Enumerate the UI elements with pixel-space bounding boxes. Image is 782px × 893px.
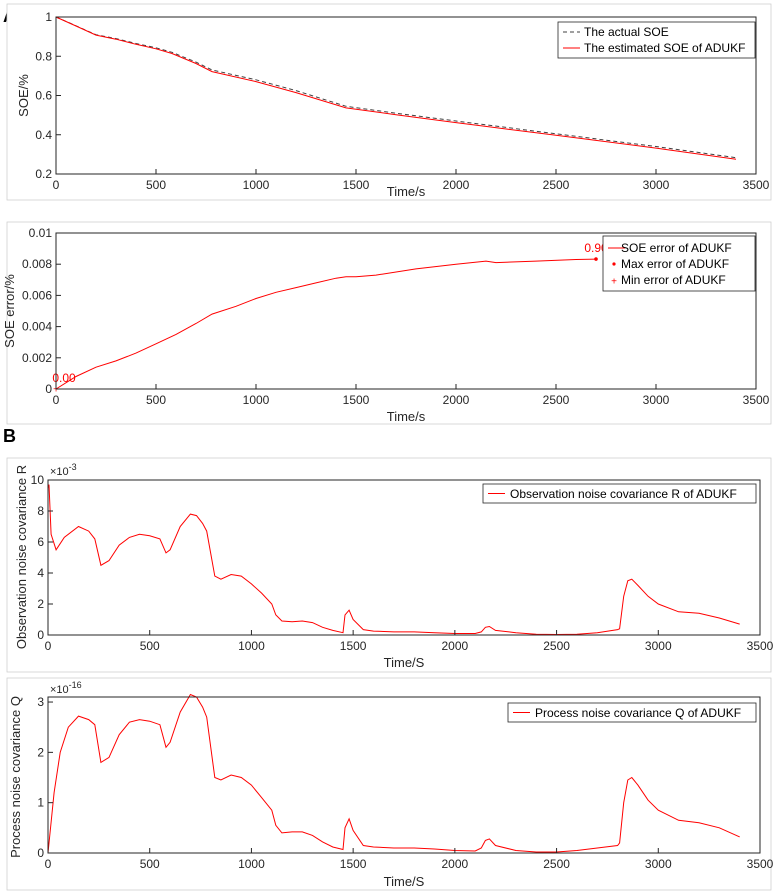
y-tick-label: 0.004	[22, 320, 52, 334]
x-tick-label: 0	[45, 639, 52, 653]
y-tick-label: 8	[37, 504, 44, 518]
soe-y-axis-title: SOE/%	[16, 74, 31, 117]
y-tick-label: 6	[37, 535, 44, 549]
soe-chart: 0 500 1000 1500 2000 2500 3000 3500 0.2 0.4 0.6 0.8…	[6, 3, 772, 201]
soe-legend-box	[557, 21, 756, 59]
legend-marker-min: +	[611, 277, 617, 288]
x-tick-label: 500	[140, 639, 160, 653]
y-tick-label: 0.01	[29, 226, 53, 240]
soe-error-x-axis-title: Time/s	[387, 409, 426, 424]
q-covariance-axes-box	[47, 696, 761, 854]
series-line-estimated	[47, 484, 740, 636]
legend-label-estimated: The estimated SOE of ADUKF	[584, 41, 745, 55]
x-tick-label: 1500	[343, 178, 370, 192]
y-tick-label: 2	[37, 745, 44, 759]
x-tick-label: 2000	[442, 857, 469, 871]
series-line-estimated	[55, 16, 737, 160]
soe-error-chart: +0.90 0.00 0 500 1000 1500 2000 2500 3000 3500 0 0…	[2, 221, 772, 425]
y-tick-label: 1	[45, 10, 52, 24]
r-covariance-legend: Observation noise covariance R of ADUKF	[482, 483, 757, 504]
r-covariance-axes-box	[47, 479, 761, 636]
y-tick-label: 0	[45, 382, 52, 396]
soe-error-legend-box	[602, 235, 756, 292]
x-tick-label: 1000	[238, 639, 265, 653]
series-line-estimated	[55, 258, 597, 390]
soe-legend: The actual SOE The estimated SOE of ADUK…	[557, 21, 756, 59]
x-tick-label: 1500	[340, 857, 367, 871]
q-covariance-legend: Process noise covariance Q of ADUKF	[507, 702, 757, 723]
max-error-point	[594, 257, 598, 261]
y-tick-label: 0	[37, 846, 44, 860]
y-tick-label: 0.002	[22, 351, 52, 365]
x-tick-label: 2500	[543, 857, 570, 871]
q-covariance-legend-box	[507, 702, 757, 723]
x-tick-label: 2000	[443, 393, 470, 407]
y-tick-label: 0.008	[22, 257, 52, 271]
q-axis-exponent: ×10-16	[50, 680, 82, 696]
legend-label-min: Min error of ADUKF	[621, 273, 726, 287]
x-tick-label: 1500	[340, 639, 367, 653]
soe-x-axis-title: Time/s	[387, 184, 426, 199]
soe-error-y-axis-title: SOE error/%	[2, 274, 17, 348]
r-covariance-x-axis-title: Time/S	[384, 655, 425, 670]
legend-marker-max	[612, 262, 616, 266]
x-tick-label: 0	[45, 857, 52, 871]
x-tick-label: 3500	[747, 639, 774, 653]
y-tick-label: 0.4	[35, 128, 52, 142]
x-tick-label: 2000	[443, 178, 470, 192]
series-line-estimated	[47, 693, 740, 854]
y-tick-label: 0.006	[22, 288, 52, 302]
x-tick-label: 3000	[643, 178, 670, 192]
x-tick-label: 1000	[238, 857, 265, 871]
y-tick-label: 10	[31, 473, 45, 487]
y-tick-label: 0.8	[35, 49, 52, 63]
x-tick-label: 3000	[643, 393, 670, 407]
x-tick-label: 0	[53, 178, 60, 192]
x-tick-label: 3500	[747, 857, 774, 871]
legend-label-soe-error: SOE error of ADUKF	[621, 241, 732, 255]
soe-error-legend: SOE error of ADUKF Max error of ADUKF + …	[602, 235, 756, 292]
y-tick-label: 0	[37, 628, 44, 642]
y-tick-label: 0.6	[35, 89, 52, 103]
x-tick-label: 1500	[343, 393, 370, 407]
r-covariance-legend-box	[482, 483, 757, 504]
soe-error-axes-box	[55, 232, 757, 390]
x-tick-label: 3500	[743, 393, 770, 407]
x-tick-label: 1000	[243, 393, 270, 407]
y-tick-label: 3	[37, 695, 44, 709]
x-tick-label: 2500	[543, 639, 570, 653]
r-covariance-chart: 0 500 1000 1500 2000 2500 3000 3500 0 2 4 6 8 10 ×10-…	[6, 457, 774, 673]
y-tick-label: 0.2	[35, 167, 52, 181]
x-tick-label: 2000	[442, 639, 469, 653]
legend-label-q: Process noise covariance Q of ADUKF	[535, 706, 741, 720]
y-tick-label: 1	[37, 796, 44, 810]
legend-label-r: Observation noise covariance R of ADUKF	[510, 487, 737, 501]
legend-label-max: Max error of ADUKF	[621, 257, 729, 271]
x-tick-label: 0	[53, 393, 60, 407]
r-axis-exponent: ×10-3	[50, 462, 77, 478]
y-tick-label: 2	[37, 597, 44, 611]
x-tick-label: 500	[146, 178, 166, 192]
x-tick-label: 3000	[645, 639, 672, 653]
x-tick-label: 2500	[543, 178, 570, 192]
q-covariance-y-axis-title: Process noise covariance Q	[8, 696, 23, 858]
x-tick-label: 3000	[645, 857, 672, 871]
legend-label-actual: The actual SOE	[584, 25, 669, 39]
min-error-point: +	[53, 385, 59, 396]
x-tick-label: 500	[140, 857, 160, 871]
r-covariance-y-axis-title: Observation noise covariance R	[14, 465, 29, 649]
q-covariance-x-axis-title: Time/S	[384, 874, 425, 889]
x-tick-label: 2500	[543, 393, 570, 407]
x-tick-label: 1000	[243, 178, 270, 192]
x-tick-label: 500	[146, 393, 166, 407]
x-tick-label: 3500	[743, 178, 770, 192]
series-line-actual	[55, 16, 737, 159]
annotation-label: 0.90	[584, 241, 608, 255]
annotation-label: 0.00	[52, 371, 76, 385]
y-tick-label: 4	[37, 566, 44, 580]
panel-label-b: B	[3, 426, 16, 446]
